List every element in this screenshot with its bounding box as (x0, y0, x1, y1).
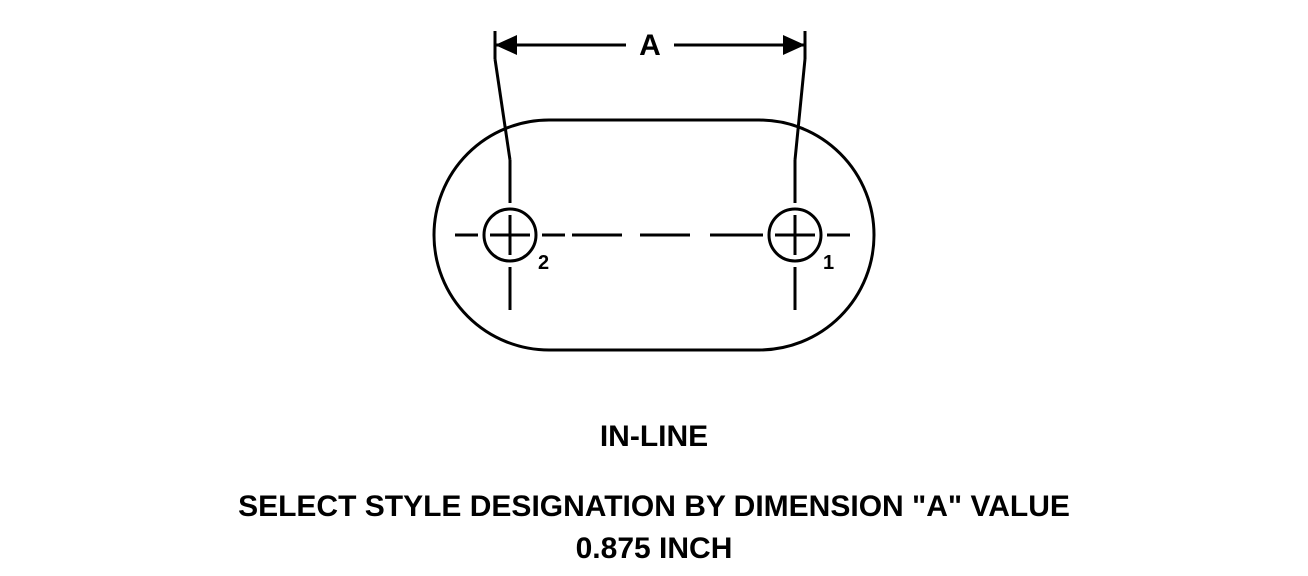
hole-1-label: 1 (823, 252, 834, 274)
hole-2-label: 2 (538, 252, 549, 274)
hole-2 (455, 160, 565, 310)
diagram-title: IN-LINE (0, 420, 1308, 454)
dimension-label: A (639, 29, 661, 62)
instruction-line-2: 0.875 INCH (0, 532, 1308, 566)
diagram-container: A 2 1 IN-LINE SELECT STYLE DESIGNATION B… (0, 0, 1308, 576)
instruction-line-1: SELECT STYLE DESIGNATION BY DIMENSION "A… (0, 490, 1308, 524)
